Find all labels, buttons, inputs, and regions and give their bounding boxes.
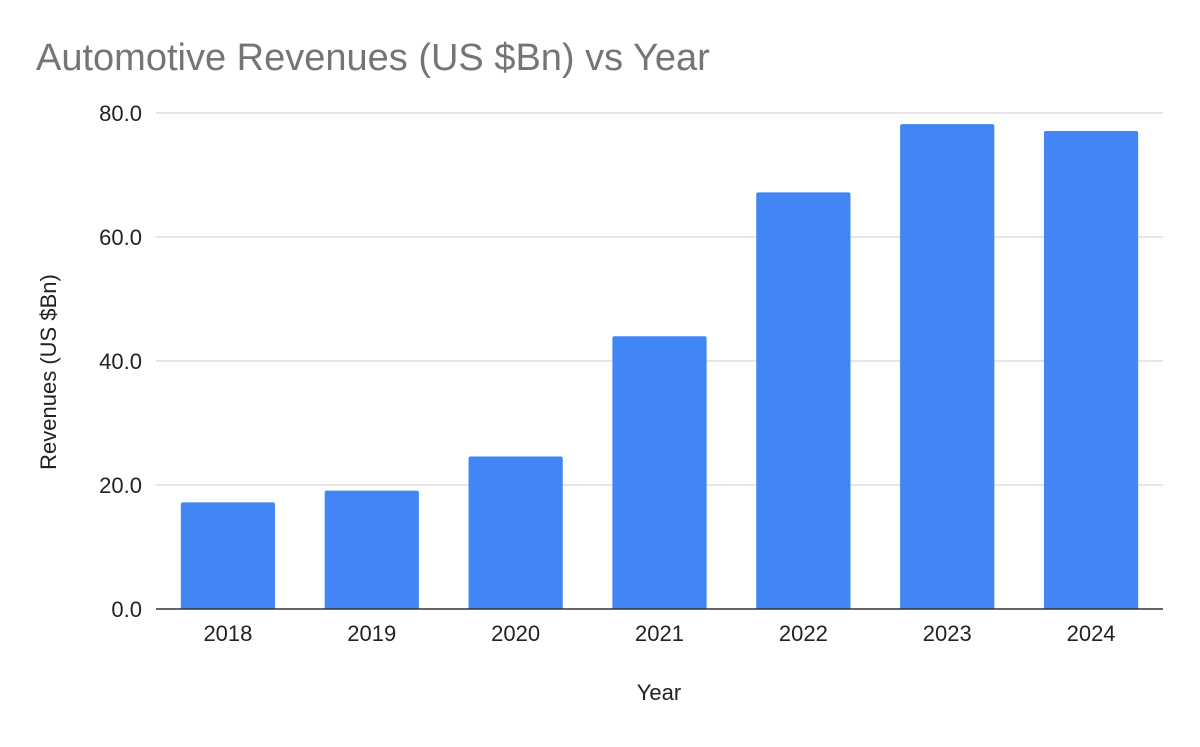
bar bbox=[324, 490, 419, 609]
x-tick-label: 2018 bbox=[203, 621, 252, 646]
y-tick-label: 60.0 bbox=[99, 225, 142, 250]
x-tick-label: 2024 bbox=[1067, 621, 1116, 646]
x-tick-label: 2020 bbox=[491, 621, 540, 646]
y-axis-ticks: 0.0 20.0 40.0 60.0 80.0 bbox=[99, 101, 142, 622]
x-axis-ticks: 2018 2019 2020 2021 2022 2023 2024 bbox=[203, 621, 1115, 646]
chart-title: Automotive Revenues (US $Bn) vs Year bbox=[36, 37, 710, 79]
x-tick-label: 2019 bbox=[347, 621, 396, 646]
y-axis-label: Revenues (US $Bn) bbox=[36, 274, 61, 470]
x-tick-label: 2021 bbox=[635, 621, 684, 646]
bars bbox=[180, 124, 1139, 610]
bar bbox=[612, 336, 707, 609]
bar bbox=[468, 456, 563, 609]
x-tick-label: 2023 bbox=[923, 621, 972, 646]
y-tick-label: 0.0 bbox=[111, 597, 142, 622]
y-tick-label: 40.0 bbox=[99, 349, 142, 374]
y-tick-label: 80.0 bbox=[99, 101, 142, 126]
bar bbox=[1043, 130, 1139, 610]
y-tick-label: 20.0 bbox=[99, 473, 142, 498]
bar bbox=[180, 502, 276, 609]
bar bbox=[756, 192, 851, 610]
x-axis-label: Year bbox=[637, 680, 681, 705]
bar bbox=[900, 124, 995, 609]
x-tick-label: 2022 bbox=[779, 621, 828, 646]
